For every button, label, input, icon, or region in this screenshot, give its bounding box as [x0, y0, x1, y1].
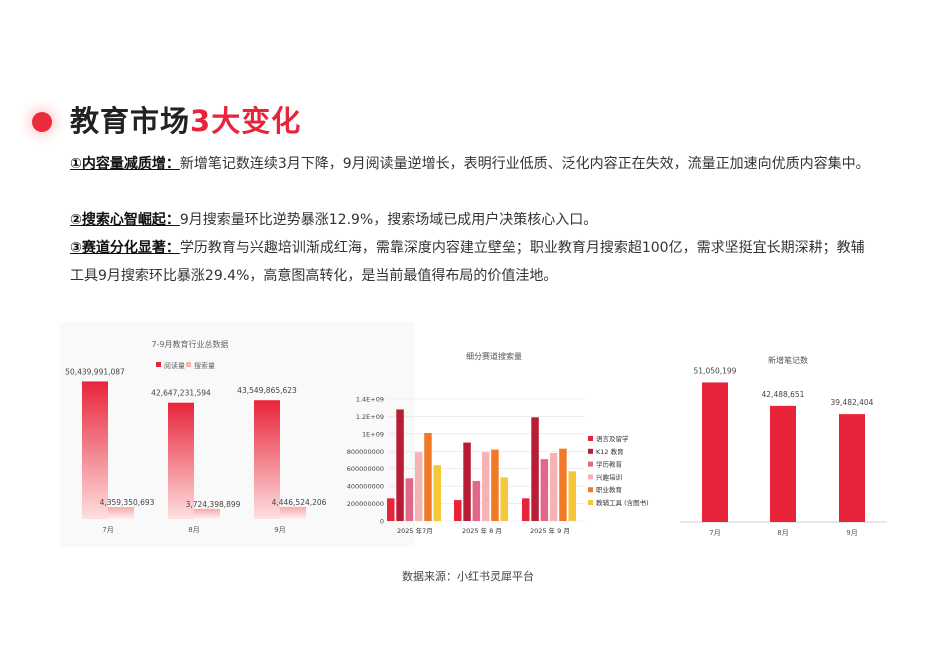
bar-series2-3: [531, 417, 539, 521]
chart1-title: 7-9月教育行业总数据: [151, 339, 228, 349]
data-source-note: 数据来源：小红书灵犀平台: [402, 570, 534, 583]
point-2-lead: ②搜索心智崛起：: [70, 212, 180, 228]
x-tick-2: 8月: [188, 526, 199, 534]
point-2: ②搜索心智崛起：9月搜索量环比逆势暴涨12.9%，搜索场域已成用户决策核心入口。: [70, 206, 870, 234]
legend-label-read: 阅读量: [164, 361, 185, 370]
bar-new-notes-1: [702, 382, 728, 522]
segment-search-chart: 细分赛道搜索量 0 200000000 400000000 600000000 80000…: [347, 351, 649, 535]
page-title: 教育市场3大变化: [70, 98, 301, 140]
data-label-search-2: 3,724,398,899: [186, 500, 241, 509]
x-tick-2: 2025 年 8 月: [462, 526, 502, 535]
legend-swatch-search: [186, 362, 191, 367]
legend-swatch-1: [588, 436, 593, 441]
bar-series2-1: [396, 409, 404, 521]
data-label-1: 51,050,199: [694, 366, 737, 375]
bar-series5-3: [559, 448, 567, 521]
legend-label-search: 搜索量: [194, 361, 215, 370]
point-3-lead: ③赛道分化显著：: [70, 240, 180, 256]
x-tick-3: 9月: [274, 526, 285, 534]
bar-new-notes-2: [770, 405, 796, 522]
x-tick-3: 2025 年 9 月: [530, 526, 570, 535]
point-1-text: 新增笔记数连续3月下降，9月阅读量逆增长，表明行业低质、泛化内容正在失效，流量正…: [179, 156, 870, 172]
data-label-2: 42,488,651: [762, 390, 805, 399]
y-tick-0: 0: [380, 518, 384, 526]
bar-series4-3: [549, 453, 558, 521]
y-tick-1: 200000000: [347, 500, 384, 508]
data-label-read-2: 42,647,231,594: [151, 389, 211, 398]
bar-series1-2: [454, 500, 462, 521]
x-tick-1: 7月: [709, 529, 720, 537]
data-label-read-3: 43,549,865,623: [237, 386, 297, 395]
legend-label-2: K12 教育: [596, 447, 624, 456]
legend-swatch-2: [588, 448, 593, 454]
bar-series3-3: [540, 459, 549, 521]
bar-new-notes-3: [839, 414, 865, 522]
bar-series1-3: [522, 498, 530, 521]
bar-series1-1: [387, 498, 395, 521]
x-tick-3: 9月: [846, 529, 857, 537]
chart2-title: 细分赛道搜索量: [466, 351, 522, 361]
y-tick-2: 400000000: [347, 483, 384, 491]
bar-series4-1: [414, 452, 423, 521]
data-label-3: 39,482,404: [831, 398, 874, 407]
y-tick-3: 600000000: [347, 465, 384, 473]
point-3-text: 学历教育与兴趣培训渐成红海，需靠深度内容建立壁垒；职业教育月搜索超100亿，需求…: [70, 240, 865, 284]
bar-series4-2: [481, 452, 490, 521]
x-tick-1: 7月: [102, 526, 113, 534]
data-label-search-1: 4,359,350,693: [100, 498, 155, 507]
bar-search-3: [280, 506, 306, 519]
bar-read-1: [82, 381, 108, 519]
new-notes-chart: 新增笔记数 51,050,199 7月 42,488,651 8月 39,482,404 9…: [680, 355, 887, 537]
title-bullet-dot: [32, 112, 52, 132]
legend-label-3: 学历教育: [596, 460, 623, 469]
y-tick-7: 1.4E+09: [356, 396, 384, 404]
bar-series2-2: [463, 442, 471, 521]
legend-swatch-3: [588, 461, 593, 467]
y-tick-6: 1.2E+09: [356, 413, 384, 421]
title-highlight: 3大变化: [190, 104, 302, 138]
bar-search-1: [108, 507, 134, 519]
legend-label-5: 职业教育: [596, 485, 623, 494]
y-tick-4: 800000000: [347, 448, 384, 456]
point-1-lead: ①内容量减质增：: [70, 156, 180, 172]
point-2-text: 9月搜索量环比逆势暴涨12.9%，搜索场域已成用户决策核心入口。: [179, 212, 598, 228]
legend-swatch-6: [588, 500, 593, 505]
legend-swatch-4: [588, 474, 593, 480]
bar-read-2: [168, 402, 194, 519]
title-prefix: 教育市场: [70, 104, 191, 138]
chart3-title: 新增笔记数: [768, 355, 808, 365]
bar-series6-2: [500, 477, 508, 521]
bar-series5-2: [491, 449, 499, 521]
legend-label-6: 教辅工具 (含图书): [596, 498, 649, 507]
bar-series6-3: [568, 471, 576, 521]
data-label-read-1: 50,439,991,087: [65, 367, 125, 376]
x-tick-1: 2025 年7月: [397, 526, 433, 535]
bar-series5-1: [424, 432, 432, 521]
legend-label-1: 语言及留学: [596, 434, 629, 443]
bar-series3-1: [405, 478, 414, 521]
bar-series6-1: [433, 465, 441, 521]
bar-search-2: [194, 508, 220, 519]
legend-label-4: 兴趣培训: [596, 472, 622, 481]
point-1: ①内容量减质增：新增笔记数连续3月下降，9月阅读量逆增长，表明行业低质、泛化内容…: [70, 150, 870, 178]
bar-read-3: [254, 400, 280, 519]
legend-swatch-read: [156, 362, 161, 367]
bar-series3-2: [472, 480, 481, 521]
x-tick-2: 8月: [777, 529, 788, 537]
y-tick-5: 1E+09: [362, 430, 384, 438]
legend-swatch-5: [588, 487, 593, 493]
point-3: ③赛道分化显著：学历教育与兴趣培训渐成红海，需靠深度内容建立壁垒；职业教育月搜索…: [70, 234, 870, 290]
data-label-search-3: 4,446,524,206: [272, 498, 327, 507]
